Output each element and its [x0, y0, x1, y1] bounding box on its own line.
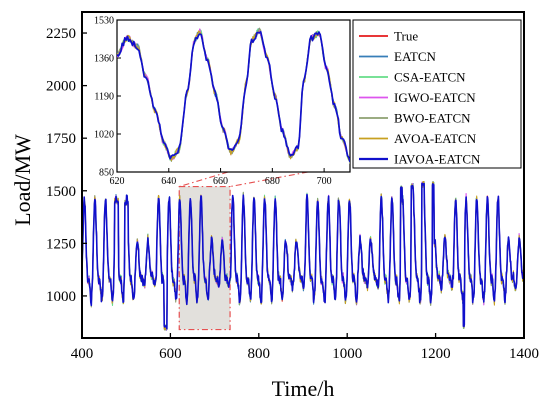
legend-label-iavoa-eatcn: IAVOA-EATCN [394, 152, 481, 167]
inset-y-tick-label: 1360 [94, 54, 114, 65]
inset-x-tick-label: 700 [317, 176, 332, 187]
x-tick-label: 400 [71, 346, 94, 362]
inset-x-tick-label: 660 [213, 176, 228, 187]
inset-connector-left [179, 171, 229, 188]
series-line-iavoa-eatcn [82, 182, 524, 330]
highlight-region [178, 185, 231, 331]
legend-label-igwo-eatcn: IGWO-EATCN [394, 90, 476, 105]
main-ticks: 400 600 800 1000 1200 1400 1000 1250 1500 1750 200… [46, 26, 539, 362]
y-tick-label: 1000 [46, 289, 76, 305]
x-tick-label: 1400 [509, 346, 539, 362]
legend-label-true: True [394, 29, 418, 44]
inset-x-tick-label: 620 [110, 176, 125, 187]
x-tick-label: 800 [248, 346, 271, 362]
y-tick-label: 2000 [46, 79, 76, 95]
y-tick-label: 1250 [46, 236, 76, 252]
plot-frame [81, 11, 525, 339]
legend-label-eatcn: EATCN [394, 49, 437, 64]
inset-y-tick-label: 1020 [94, 130, 114, 141]
x-tick-label: 1200 [421, 346, 451, 362]
legend-label-avoa-eatcn: AVOA-EATCN [394, 131, 477, 146]
legend-box [352, 19, 522, 169]
inset-series-line-iavoa-eatcn [117, 30, 350, 163]
x-tick-label: 1000 [332, 346, 362, 362]
legend-label-bwo-eatcn: BWO-EATCN [394, 111, 471, 126]
y-tick-label: 2250 [46, 26, 76, 42]
y-axis-label: Load/MW [10, 134, 35, 226]
inset-y-tick-label: 1190 [94, 92, 114, 103]
inset-x-tick-label: 640 [161, 176, 176, 187]
y-tick-label: 1500 [46, 184, 76, 200]
inset-x-tick-label: 680 [265, 176, 280, 187]
main-series-group [82, 180, 524, 331]
legend-label-csa-eatcn: CSA-EATCN [394, 70, 466, 85]
inset-y-tick-label: 850 [99, 168, 114, 179]
legend: True EATCN CSA-EATCN IGWO-EATCN BWO-EATCN AVO… [352, 19, 522, 169]
y-tick-label: 1750 [46, 131, 76, 147]
x-axis-label: Time/h [272, 376, 335, 401]
inset-ticks: 620 640 660 680 700 850 1020 1190 1360 1530 [94, 16, 332, 188]
x-tick-label: 600 [159, 346, 182, 362]
inset-series-group [117, 27, 350, 164]
inset-y-tick-label: 1530 [94, 16, 114, 27]
